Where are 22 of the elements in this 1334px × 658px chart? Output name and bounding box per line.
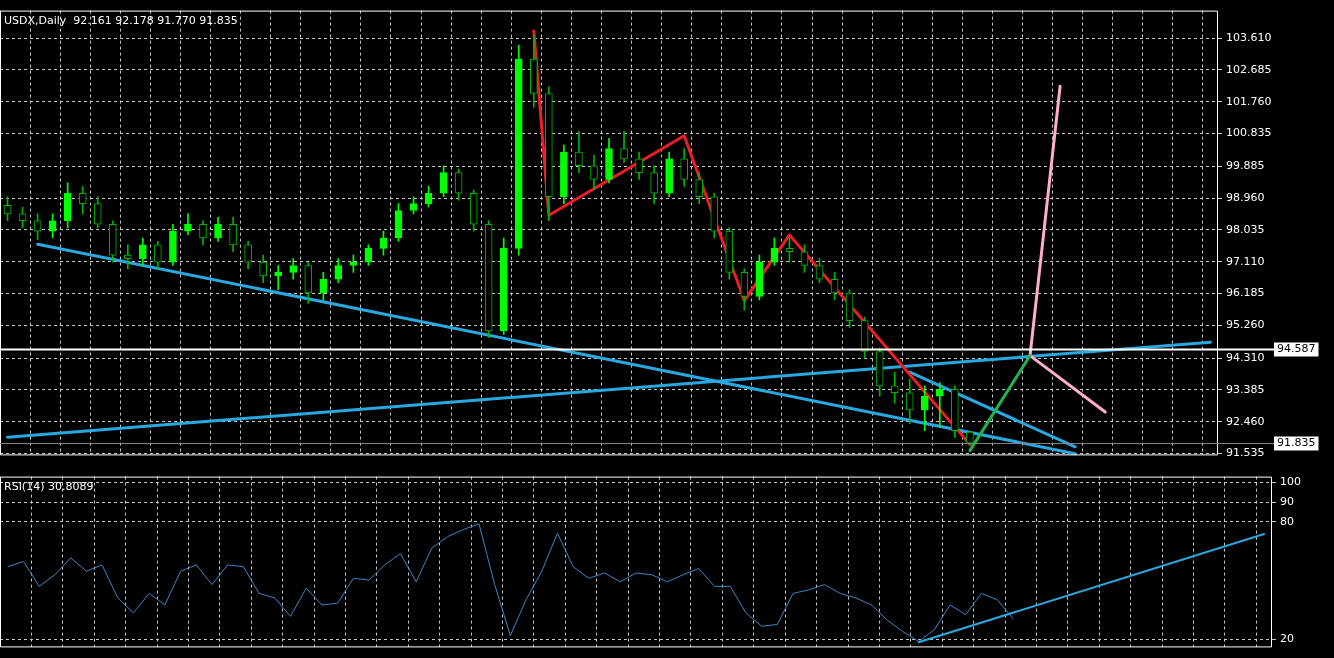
y-tick-label: 103.610 <box>1226 30 1272 44</box>
y-tick-label: 80 <box>1280 514 1294 528</box>
ref-line-label: 91.835 <box>1277 436 1316 450</box>
y-tick-label: 97.110 <box>1226 254 1265 268</box>
y-tick-label: 98.035 <box>1226 222 1265 236</box>
y-tick-label: 98.960 <box>1226 190 1265 204</box>
chart-title: USDX,Daily 92.161 92.178 91.770 91.835 <box>4 13 238 27</box>
y-tick-label: 99.885 <box>1226 159 1265 173</box>
y-tick-label: 90 <box>1280 494 1294 508</box>
chart-title: RSI(14) 30.8089 <box>4 479 94 493</box>
y-tick-label: 100 <box>1280 475 1301 489</box>
y-tick-label: 101.760 <box>1226 94 1272 108</box>
y-tick-label: 100.835 <box>1226 126 1272 140</box>
y-tick-label: 93.385 <box>1226 382 1265 396</box>
y-tick-label: 91.535 <box>1226 446 1265 460</box>
ref-line-label: 94.587 <box>1277 342 1316 356</box>
y-tick-label: 94.310 <box>1226 350 1265 364</box>
y-tick-label: 92.460 <box>1226 414 1265 428</box>
y-tick-label: 20 <box>1280 632 1294 646</box>
y-tick-label: 102.685 <box>1226 62 1272 76</box>
y-tick-label: 95.260 <box>1226 318 1265 332</box>
y-tick-label: 96.185 <box>1226 286 1265 300</box>
